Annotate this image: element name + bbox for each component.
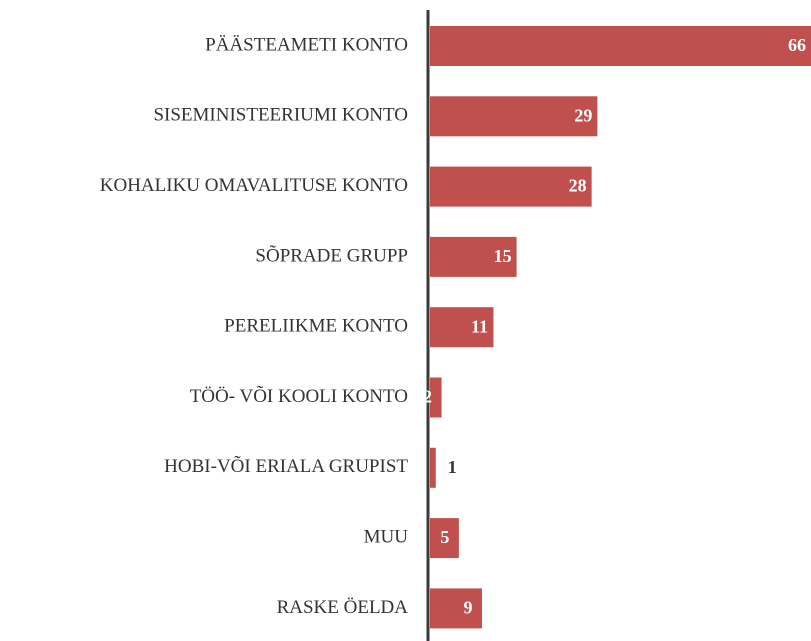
category-label: RASKE ÖELDA — [277, 597, 409, 618]
category-label: MUU — [364, 526, 409, 547]
category-label: SÕPRADE GRUPP — [255, 244, 408, 266]
category-label: PERELIIKME KONTO — [224, 316, 408, 337]
category-label: TÖÖ- VÕI KOOLI KONTO — [190, 385, 408, 407]
bar — [430, 26, 811, 66]
value-label: 29 — [574, 105, 592, 125]
value-label: 2 — [423, 387, 432, 407]
bar — [430, 236, 517, 277]
value-label: 9 — [463, 598, 472, 618]
category-label: KOHALIKU OMAVALITUSE KONTO — [100, 175, 408, 196]
value-label: 11 — [471, 316, 488, 336]
bar — [430, 588, 482, 629]
value-label: 28 — [569, 176, 587, 196]
category-label: PÄÄSTEAMETI KONTO — [205, 34, 408, 55]
value-label: 1 — [448, 457, 457, 477]
category-label: SISEMINISTEERIUMI KONTO — [153, 105, 408, 126]
category-label: HOBI-VÕI ERIALA GRUPIST — [164, 455, 408, 477]
bar — [430, 96, 598, 137]
bar — [430, 377, 442, 418]
bar — [430, 518, 459, 559]
bar — [430, 166, 592, 207]
bar — [430, 447, 436, 488]
value-label: 66 — [788, 35, 806, 55]
value-label: 5 — [440, 527, 449, 547]
bar — [430, 307, 494, 348]
value-label: 15 — [494, 246, 512, 266]
